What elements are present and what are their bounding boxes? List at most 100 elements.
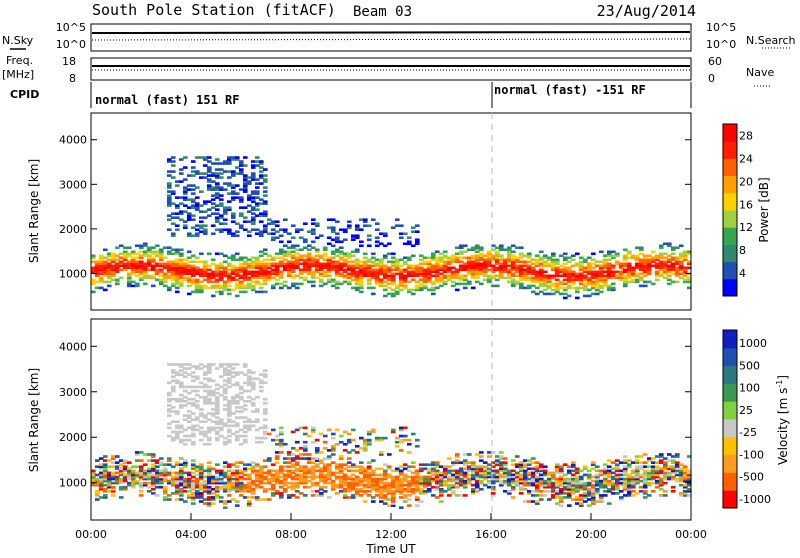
radar-cell	[143, 477, 148, 481]
radar-cell	[459, 494, 464, 497]
radar-cell	[571, 492, 576, 495]
radar-cell	[407, 258, 412, 262]
radar-cell	[167, 391, 172, 395]
radar-cell	[295, 457, 300, 460]
radar-cell	[395, 481, 400, 485]
radar-cell	[495, 254, 500, 258]
radar-cell	[543, 471, 548, 475]
radar-cell	[223, 369, 228, 372]
radar-cell	[447, 471, 452, 475]
radar-cell	[363, 471, 368, 475]
radar-cell	[619, 278, 624, 282]
radar-cell	[315, 270, 320, 274]
radar-cell	[431, 467, 436, 471]
radar-cell	[259, 166, 264, 169]
radar-cell	[471, 477, 476, 481]
radar-cell	[259, 260, 264, 264]
radar-cell	[259, 234, 264, 238]
radar-cell	[343, 449, 348, 452]
radar-cell	[347, 487, 352, 491]
radar-cell	[243, 272, 248, 276]
radar-cell	[255, 202, 260, 205]
radar-cell	[279, 426, 284, 430]
radar-cell	[199, 290, 204, 294]
radar-cell	[567, 260, 572, 264]
radar-cell	[231, 258, 236, 262]
radar-cell	[631, 274, 636, 278]
radar-cell	[535, 483, 540, 487]
radar-cell	[171, 248, 176, 252]
radar-cell	[383, 266, 388, 270]
radar-cell	[231, 288, 236, 292]
radar-cell	[239, 461, 244, 464]
radar-cell	[459, 250, 464, 254]
radar-cell	[335, 264, 340, 268]
radar-cell	[203, 268, 208, 272]
radar-cell	[547, 489, 552, 493]
radar-cell	[331, 226, 336, 230]
radar-cell	[527, 492, 532, 495]
radar-cell	[647, 260, 652, 264]
radar-cell	[167, 481, 172, 485]
radar-cell	[167, 479, 172, 483]
radar-cell	[235, 475, 240, 479]
radar-cell	[351, 250, 356, 254]
radar-cell	[499, 274, 504, 278]
radar-cell	[335, 266, 340, 270]
radar-cell	[211, 212, 216, 215]
radar-cell	[567, 276, 572, 280]
radar-cell	[499, 262, 504, 266]
radar-cell	[263, 290, 268, 294]
radar-cell	[559, 479, 564, 483]
radar-cell	[639, 262, 644, 266]
radar-cell	[587, 475, 592, 479]
radar-cell	[287, 274, 292, 278]
radar-cell	[251, 487, 256, 491]
radar-cell	[271, 262, 276, 266]
radar-cell	[159, 282, 164, 286]
radar-cell	[183, 461, 188, 464]
radar-cell	[383, 485, 388, 489]
radar-cell	[499, 254, 504, 258]
radar-cell	[179, 258, 184, 262]
radar-cell	[531, 477, 536, 481]
radar-cell	[191, 487, 196, 491]
radar-cell	[399, 479, 404, 483]
radar-cell	[655, 455, 660, 458]
radar-cell	[231, 220, 236, 224]
radar-cell	[251, 190, 256, 193]
radar-cell	[207, 363, 212, 366]
radar-cell	[527, 264, 532, 268]
radar-cell	[219, 286, 224, 290]
radar-cell	[171, 492, 176, 495]
radar-cell	[575, 274, 580, 278]
radar-cell	[655, 469, 660, 473]
radar-cell	[163, 264, 168, 268]
radar-cell	[455, 252, 460, 256]
radar-cell	[255, 178, 260, 181]
radar-cell	[447, 256, 452, 260]
radar-cell	[255, 186, 260, 189]
radar-cell	[631, 268, 636, 272]
radar-cell	[227, 176, 232, 179]
radar-cell	[207, 174, 212, 177]
radar-cell	[619, 461, 624, 464]
radar-cell	[159, 248, 164, 252]
radar-cell	[255, 262, 260, 266]
radar-cell	[215, 432, 220, 436]
radar-cell	[251, 200, 256, 203]
radar-cell	[407, 274, 412, 278]
radar-cell	[399, 485, 404, 489]
radar-cell	[379, 264, 384, 268]
radar-cell	[655, 274, 660, 278]
radar-cell	[491, 494, 496, 497]
radar-cell	[679, 477, 684, 481]
radar-cell	[555, 260, 560, 264]
radar-cell	[239, 196, 244, 199]
radar-cell	[667, 459, 672, 462]
radar-cell	[395, 292, 400, 296]
radar-cell	[595, 264, 600, 268]
radar-cell	[227, 463, 232, 467]
radar-cell	[135, 465, 140, 469]
radar-cell	[455, 276, 460, 280]
